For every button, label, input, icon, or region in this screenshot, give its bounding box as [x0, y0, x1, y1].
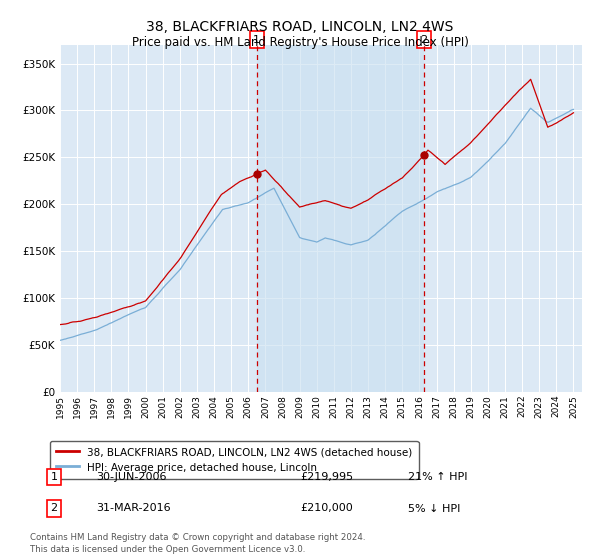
Text: £210,000: £210,000 [300, 503, 353, 514]
Text: 38, BLACKFRIARS ROAD, LINCOLN, LN2 4WS: 38, BLACKFRIARS ROAD, LINCOLN, LN2 4WS [146, 20, 454, 34]
Text: 2: 2 [420, 35, 427, 45]
Text: Price paid vs. HM Land Registry's House Price Index (HPI): Price paid vs. HM Land Registry's House … [131, 36, 469, 49]
Text: 31-MAR-2016: 31-MAR-2016 [96, 503, 170, 514]
Legend: 38, BLACKFRIARS ROAD, LINCOLN, LN2 4WS (detached house), HPI: Average price, det: 38, BLACKFRIARS ROAD, LINCOLN, LN2 4WS (… [50, 441, 419, 479]
Text: £219,995: £219,995 [300, 472, 353, 482]
Text: Contains HM Land Registry data © Crown copyright and database right 2024.: Contains HM Land Registry data © Crown c… [30, 533, 365, 542]
Text: 30-JUN-2006: 30-JUN-2006 [96, 472, 167, 482]
Bar [257, 45, 424, 392]
Text: This data is licensed under the Open Government Licence v3.0.: This data is licensed under the Open Gov… [30, 545, 305, 554]
Text: 21% ↑ HPI: 21% ↑ HPI [408, 472, 467, 482]
Text: 1: 1 [253, 35, 260, 45]
Text: 1: 1 [50, 472, 58, 482]
Text: 2: 2 [50, 503, 58, 514]
Text: 5% ↓ HPI: 5% ↓ HPI [408, 503, 460, 514]
